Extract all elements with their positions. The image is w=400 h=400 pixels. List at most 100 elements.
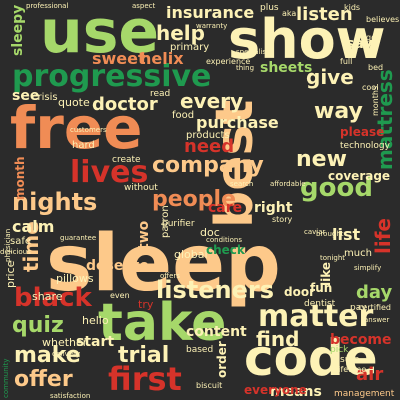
word-order: order	[215, 341, 229, 378]
word-mattress: mattress	[373, 69, 397, 170]
word-specialists: specialists	[236, 48, 273, 56]
word-certified: certified	[358, 303, 391, 312]
word-best: best	[205, 100, 265, 228]
word-much: much	[344, 248, 372, 259]
word-give: give	[306, 65, 354, 89]
word-help: help	[156, 21, 205, 45]
word-time: time	[19, 221, 43, 272]
word-good: good	[300, 173, 373, 203]
word-even: even	[110, 291, 130, 300]
word-lifetime: lifetime	[336, 365, 366, 374]
word-bed: bed	[368, 63, 383, 72]
word-satisfaction: satisfaction	[50, 392, 90, 400]
word-way: way	[314, 99, 363, 124]
word-day: day	[356, 282, 392, 303]
word-use: use	[40, 0, 159, 67]
word-read: read	[150, 89, 170, 99]
word-primary: primary	[170, 42, 209, 53]
word-warranty: warranty	[196, 22, 227, 30]
word-products: products	[186, 130, 230, 141]
word-like: like	[319, 262, 333, 286]
word-life: life	[371, 218, 395, 254]
word-people: people	[152, 187, 236, 212]
word-experience: experience	[206, 57, 250, 66]
word-patron: patron	[160, 205, 171, 238]
word-air: air	[356, 364, 383, 385]
word-hello: hello	[82, 314, 109, 327]
word-brought: brought	[316, 230, 344, 238]
word-technology: technology	[340, 141, 391, 151]
word-offer: offer	[14, 367, 73, 392]
word-nights: nights	[12, 188, 97, 216]
word-doc: doc	[200, 226, 220, 239]
word-content: content	[186, 324, 247, 340]
word-progressive: progressive	[12, 59, 211, 94]
word-months: months	[371, 86, 380, 116]
word-simplify: simplify	[354, 264, 381, 272]
word-plus: plus	[260, 3, 279, 13]
word-kids: kids	[344, 3, 360, 12]
word-without: without	[124, 183, 158, 193]
word-company: company	[152, 153, 264, 178]
word-biscuit: biscuit	[196, 381, 222, 390]
word-crisis: crisis	[32, 92, 58, 103]
word-find: find	[256, 327, 299, 351]
word-purifier: purifier	[162, 219, 195, 229]
word-trial: trial	[118, 343, 169, 368]
word-please: please	[340, 125, 384, 139]
word-physician: physician	[4, 229, 12, 262]
word-go: go	[366, 33, 376, 42]
word-become: become	[330, 332, 392, 348]
word-sheets: sheets	[260, 60, 312, 76]
word-pick: pick	[330, 345, 349, 355]
word-safe: safe	[10, 236, 31, 247]
word-based: based	[186, 345, 213, 355]
word-dentist: dentist	[304, 299, 336, 309]
word-aka: aka	[282, 9, 296, 18]
word-global: global	[174, 248, 208, 261]
word-answer: answer	[364, 316, 389, 324]
word-quote: quote	[58, 96, 90, 109]
word-list: list	[332, 225, 360, 244]
word-coverage: coverage	[328, 169, 390, 183]
word-check: check	[206, 243, 246, 257]
word-full: full	[340, 57, 352, 66]
word-matter: matter	[258, 299, 374, 334]
word-see: see	[12, 88, 39, 104]
word-tonight: tonight	[320, 254, 345, 262]
word-need: need	[184, 136, 234, 157]
word-sweet: sweet	[92, 49, 146, 68]
word-make: make	[14, 343, 81, 368]
word-cool: cool	[362, 83, 378, 92]
word-delivery: delivery	[52, 350, 80, 358]
word-calm: calm	[12, 217, 54, 236]
word-food: food	[172, 110, 194, 121]
word-believes: believes	[366, 15, 399, 24]
word-quiz: quiz	[12, 313, 64, 338]
word-everyone: everyone	[244, 383, 307, 397]
word-purchase: purchase	[196, 113, 279, 132]
word-professional: professional	[26, 2, 68, 10]
word-community: community	[2, 359, 10, 398]
word-hard: hard	[72, 140, 95, 151]
word-delicious: delicious	[0, 248, 31, 256]
word-try: try	[138, 298, 154, 311]
word-black: black	[14, 283, 92, 313]
word-whether: whether	[42, 336, 88, 349]
word-conditions: conditions	[206, 236, 242, 244]
word-month: month	[13, 156, 27, 200]
word-free: free	[10, 94, 143, 162]
word-thing: thing	[236, 64, 254, 72]
word-sleepy: sleepy	[10, 5, 26, 56]
word-sleep: sleep	[46, 219, 281, 309]
word-two: two	[136, 220, 152, 250]
word-helix: helix	[140, 49, 184, 68]
word-offers: offers	[160, 272, 180, 280]
word-take: take	[98, 293, 226, 353]
word-means: means	[270, 384, 322, 400]
word-deserve: deserve	[86, 258, 149, 274]
word-doctor: doctor	[92, 94, 158, 115]
word-every: every	[180, 89, 243, 113]
